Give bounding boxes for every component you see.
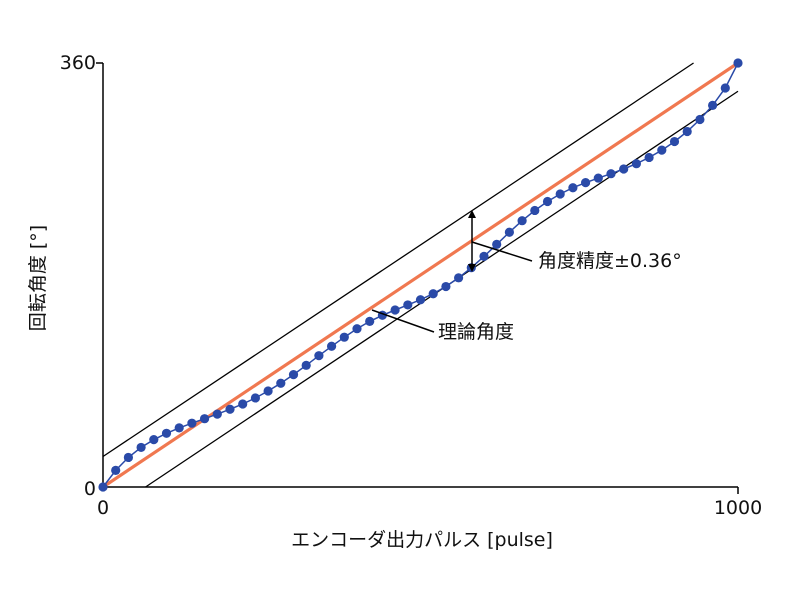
data-point — [542, 196, 553, 207]
theory-leader-line — [371, 309, 435, 333]
data-point — [454, 273, 464, 283]
accuracy-annotation: 角度精度±0.36° — [538, 250, 682, 272]
data-point — [619, 164, 629, 174]
data-point — [174, 423, 184, 433]
data-point — [200, 414, 210, 424]
data-point — [415, 295, 426, 305]
data-point — [669, 136, 680, 147]
x-axis-title: エンコーダ出力パルス [pulse] — [291, 529, 553, 551]
x-tick-label: 1000 — [714, 497, 762, 519]
data-point — [365, 316, 375, 327]
y-tick-label: 360 — [60, 52, 96, 74]
data-point — [390, 305, 400, 315]
theoretical-line-group — [101, 61, 740, 489]
theoretical-angle-line — [101, 61, 740, 489]
measured-series — [98, 58, 743, 492]
data-point — [238, 399, 248, 409]
data-point — [288, 370, 299, 380]
data-point — [644, 152, 654, 163]
data-point — [682, 126, 692, 137]
data-point — [733, 58, 743, 68]
data-point — [581, 178, 591, 188]
data-point — [339, 332, 349, 342]
data-point — [263, 386, 273, 396]
data-point — [123, 452, 133, 463]
data-point — [111, 465, 121, 475]
annotations — [371, 210, 533, 333]
data-point — [136, 442, 146, 453]
data-point — [301, 360, 311, 370]
data-point — [352, 324, 362, 334]
upper-tolerance-line — [102, 62, 694, 458]
theory-annotation: 理論角度 — [438, 321, 514, 343]
data-point — [517, 216, 527, 226]
data-point — [314, 351, 324, 361]
data-point — [187, 418, 197, 428]
accuracy-leader-line — [471, 241, 533, 262]
data-point — [530, 205, 540, 216]
data-point — [657, 145, 667, 155]
data-point — [428, 289, 438, 299]
data-point — [606, 169, 616, 179]
data-point — [327, 341, 337, 351]
data-point — [492, 239, 502, 249]
data-point — [212, 409, 222, 419]
data-point — [403, 300, 413, 310]
data-point — [708, 100, 718, 110]
data-point — [149, 435, 159, 445]
data-point — [504, 227, 514, 237]
y-axis-title: 回転角度 [°] — [27, 225, 49, 331]
data-point — [555, 189, 565, 199]
data-point — [250, 393, 260, 403]
data-point — [276, 378, 286, 388]
y-tick-label: 0 — [84, 478, 96, 500]
data-point — [98, 482, 108, 492]
axes — [96, 62, 739, 494]
data-point — [479, 251, 489, 261]
x-tick-label: 0 — [97, 497, 109, 519]
data-point — [631, 159, 642, 169]
data-point — [568, 183, 578, 193]
data-point — [720, 83, 730, 93]
data-point — [695, 114, 705, 125]
data-point — [441, 281, 451, 292]
data-point — [225, 404, 235, 414]
data-point — [161, 428, 172, 438]
data-point — [593, 173, 603, 183]
